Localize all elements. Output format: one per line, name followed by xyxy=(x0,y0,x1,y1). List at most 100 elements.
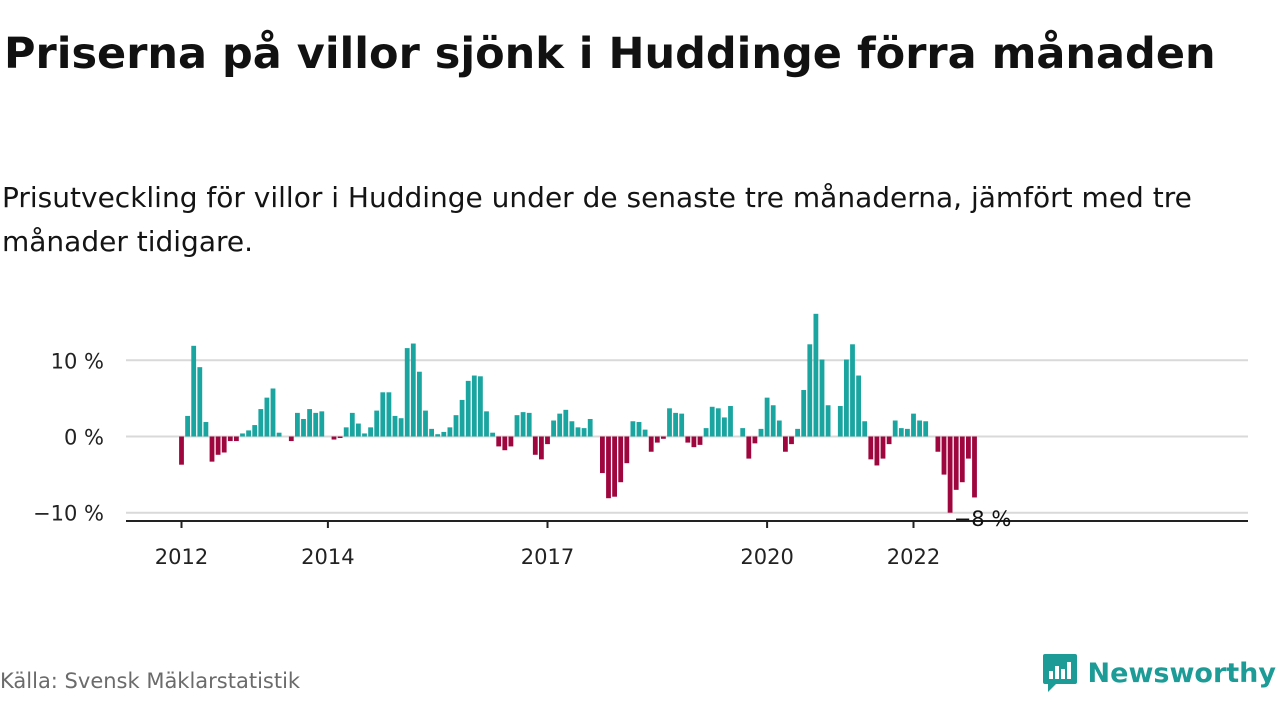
bar xyxy=(252,425,258,437)
bar xyxy=(270,388,276,437)
y-tick-label: −10 % xyxy=(33,502,104,526)
bar xyxy=(234,436,239,442)
bar xyxy=(185,415,190,437)
bar xyxy=(179,436,184,465)
bar xyxy=(587,418,593,437)
bar xyxy=(539,436,544,460)
bar xyxy=(258,409,264,437)
bar xyxy=(880,436,886,459)
bar xyxy=(850,344,855,437)
bar xyxy=(856,375,861,437)
bar xyxy=(423,410,428,437)
bar xyxy=(331,436,337,440)
bar xyxy=(746,436,752,459)
bar xyxy=(722,417,727,437)
bar xyxy=(917,420,922,437)
bar xyxy=(337,436,343,439)
bar xyxy=(703,428,709,437)
bar xyxy=(246,430,251,437)
bar xyxy=(612,436,617,497)
bar xyxy=(837,406,843,437)
x-tick-label: 2020 xyxy=(740,545,793,569)
bar xyxy=(630,421,636,437)
bar xyxy=(972,436,977,498)
newsworthy-logo[interactable]: Newsworthy xyxy=(1042,652,1276,694)
bar xyxy=(819,359,825,437)
bar xyxy=(813,313,819,437)
bar xyxy=(758,428,764,437)
bar xyxy=(453,415,459,437)
bar xyxy=(374,410,380,437)
bar xyxy=(380,392,386,437)
bar xyxy=(642,429,648,437)
bar xyxy=(874,436,880,466)
bar xyxy=(356,423,361,437)
bar xyxy=(563,409,569,437)
bar xyxy=(783,436,788,452)
bar xyxy=(221,436,227,453)
bar xyxy=(709,406,715,437)
bar xyxy=(551,420,556,437)
bar xyxy=(441,431,447,437)
bar xyxy=(947,436,953,513)
bar xyxy=(959,436,965,483)
x-tick-label: 2012 xyxy=(155,545,208,569)
bar xyxy=(209,436,215,462)
bar xyxy=(276,432,282,437)
bar xyxy=(240,433,245,437)
bar xyxy=(801,390,807,437)
bar xyxy=(307,409,312,437)
bar xyxy=(868,436,874,460)
bar xyxy=(319,411,325,437)
bar xyxy=(923,421,929,437)
bar xyxy=(197,367,203,437)
bar xyxy=(417,371,422,437)
bar xyxy=(227,436,233,442)
bar xyxy=(581,428,587,437)
bar xyxy=(484,411,489,437)
brand-name: Newsworthy xyxy=(1087,657,1276,689)
bar xyxy=(648,436,654,452)
bar xyxy=(862,421,868,437)
bar xyxy=(478,376,483,437)
x-tick-label: 2017 xyxy=(521,545,574,569)
bar xyxy=(392,415,398,437)
bar xyxy=(691,436,697,448)
bar xyxy=(764,397,770,437)
bar xyxy=(886,436,892,445)
bar xyxy=(191,345,197,437)
bar xyxy=(313,412,319,437)
last-value-label: −8 % xyxy=(954,507,1012,531)
newsworthy-icon xyxy=(1042,654,1077,692)
bar xyxy=(459,399,465,437)
bar xyxy=(740,428,746,437)
bar xyxy=(600,436,605,474)
bar xyxy=(575,427,581,437)
bar xyxy=(447,427,453,437)
x-tick-label: 2022 xyxy=(887,545,940,569)
bar-chart: 10 % 0 % −10 % 2012 2014 2017 2020 2022 −8 % xyxy=(33,313,1248,569)
bar xyxy=(288,436,294,442)
bar xyxy=(789,436,794,445)
bar xyxy=(404,348,410,437)
bar xyxy=(514,415,520,437)
bar xyxy=(728,406,733,437)
bar xyxy=(526,412,532,437)
bar xyxy=(349,412,355,437)
bar xyxy=(295,412,300,437)
chart-title: Priserna på villor sjönk i Huddinge förr… xyxy=(4,29,1216,79)
bar xyxy=(624,436,630,464)
bar xyxy=(203,422,209,437)
bar xyxy=(502,436,508,451)
bar xyxy=(941,436,947,475)
bar xyxy=(697,436,703,445)
chart-subtitle: Prisutveckling för villor i Huddinge und… xyxy=(2,181,1192,258)
bar xyxy=(569,421,575,437)
bar xyxy=(368,427,373,437)
x-tick-label: 2014 xyxy=(301,545,354,569)
y-tick-label: 10 % xyxy=(51,349,104,373)
bar xyxy=(770,405,776,437)
bar xyxy=(362,433,367,437)
bar xyxy=(685,436,691,443)
bar xyxy=(667,408,672,437)
